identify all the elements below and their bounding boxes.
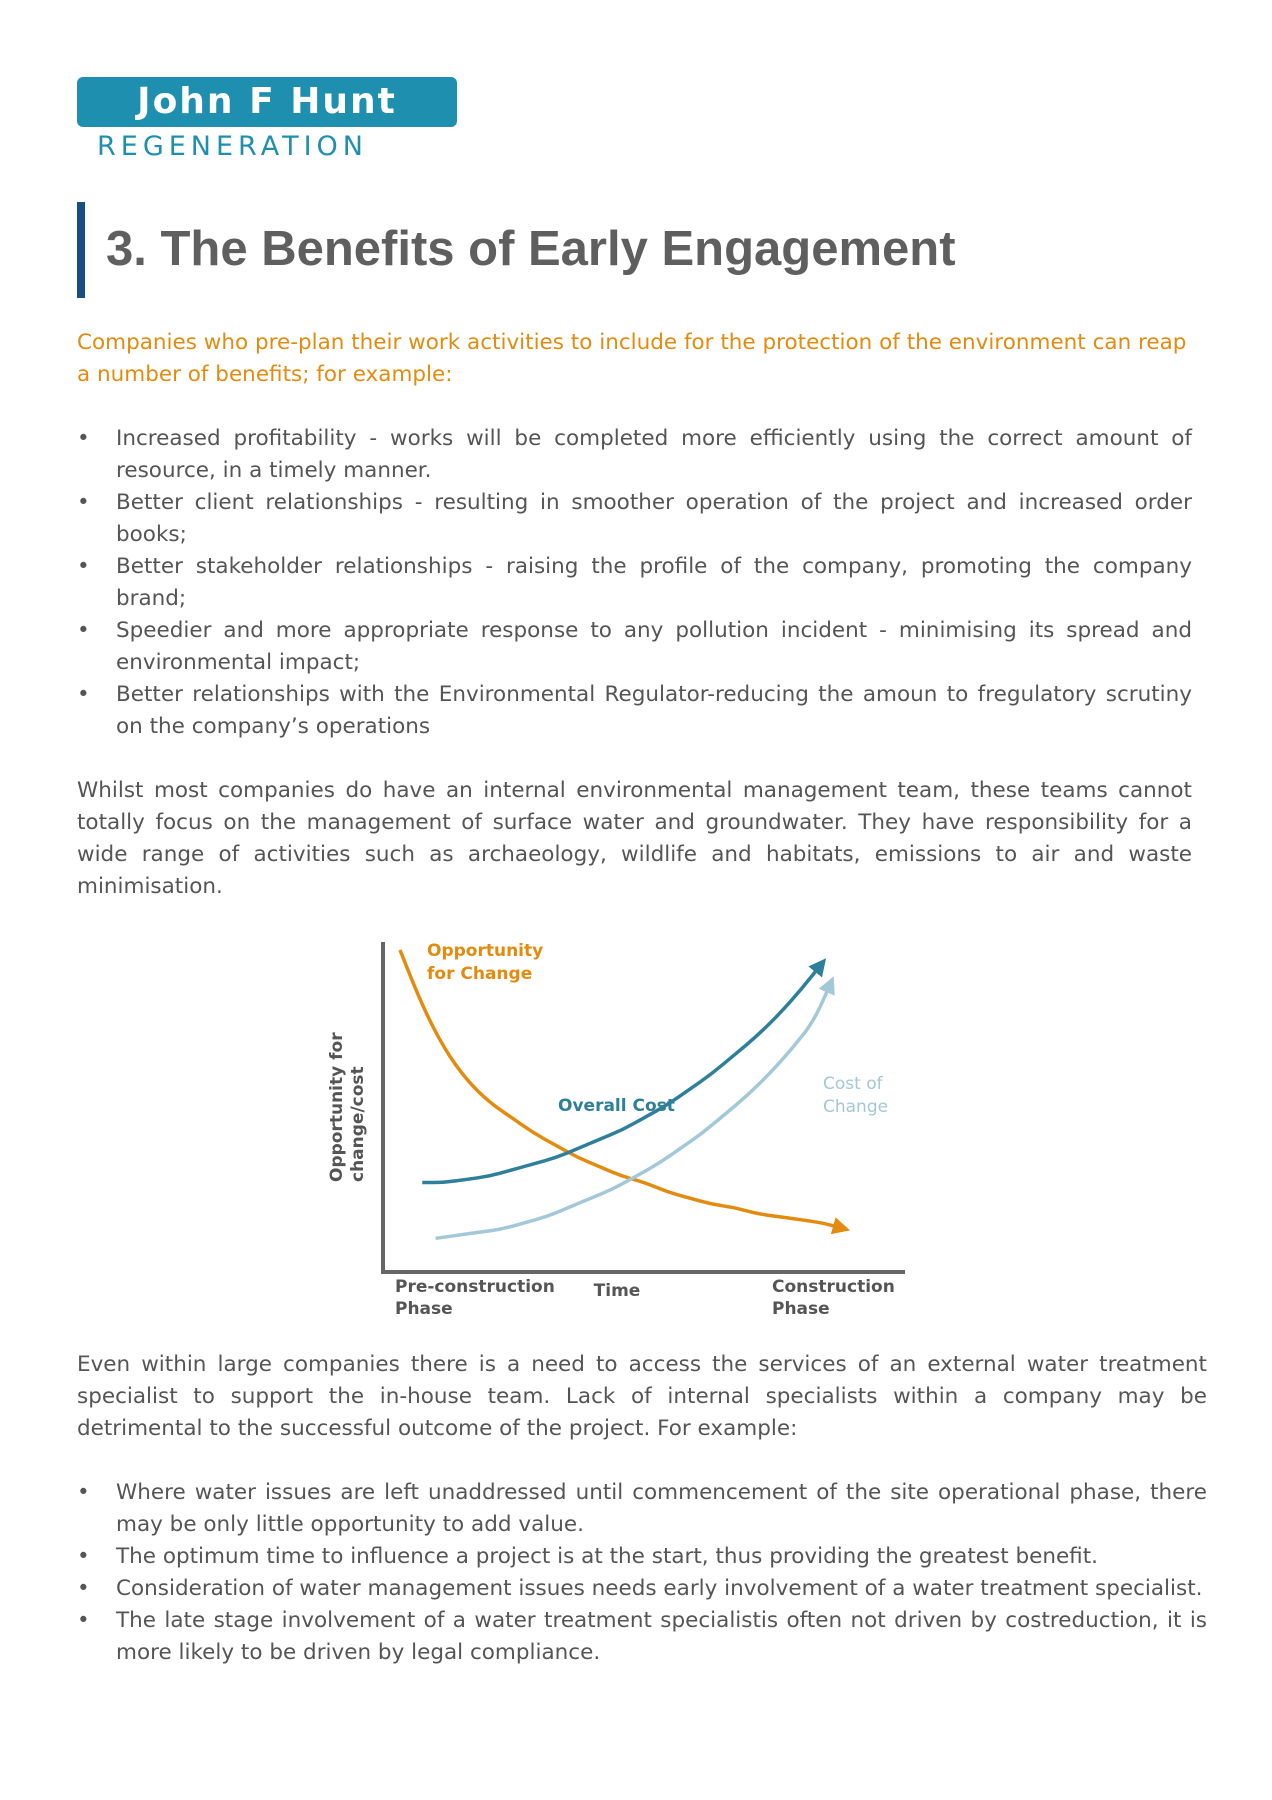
paragraph: Whilst most companies do have an interna… xyxy=(77,778,1192,899)
list-item: Where water issues are left unaddressed … xyxy=(77,1477,1207,1541)
logo-tagline: REGENERATION xyxy=(97,131,369,162)
series-line-overall-cost xyxy=(422,958,827,1185)
list-item: Better stakeholder relationships - raisi… xyxy=(77,551,1192,615)
y-axis-label: Opportunity for change/cost xyxy=(327,1026,368,1182)
list-item: Speedier and more appropriate response t… xyxy=(77,615,1192,679)
title-accent-bar xyxy=(77,202,85,298)
series-line-cost-of-change xyxy=(435,976,835,1241)
company-logo: John F Hunt REGENERATION xyxy=(77,77,457,163)
intro-text: Companies who pre-plan their work activi… xyxy=(77,330,1187,387)
series-label-opportunity: Opportunity for Change xyxy=(427,941,549,984)
x-tick-label-pre-construction: Pre-construction Phase xyxy=(395,1277,561,1319)
benefits-list: Increased profitability - works will be … xyxy=(77,423,1192,743)
paragraph: Even within large companies there is a n… xyxy=(77,1352,1207,1441)
x-axis-label: Time xyxy=(594,1281,641,1301)
list-item: Better relationships with the Environmen… xyxy=(77,679,1192,743)
x-tick-label-construction: Construction Phase xyxy=(772,1277,901,1319)
opportunity-cost-chart: Opportunity for Change Overall Cost Cost… xyxy=(327,941,905,1319)
series-label-overall-cost: Overall Cost xyxy=(558,1096,675,1116)
page-title: 3. The Benefits of Early Engagement xyxy=(106,222,956,276)
list-item: Increased profitability - works will be … xyxy=(77,423,1192,487)
examples-list: Where water issues are left unaddressed … xyxy=(77,1477,1207,1669)
logo-brand: John F Hunt xyxy=(77,77,457,127)
list-item: The late stage involvement of a water tr… xyxy=(77,1605,1207,1669)
list-item: Consideration of water management issues… xyxy=(77,1573,1207,1605)
list-item: The optimum time to influence a project … xyxy=(77,1541,1207,1573)
series-line-opportunity xyxy=(398,949,851,1235)
list-item: Better client relationships - resulting … xyxy=(77,487,1192,551)
series-label-cost-of-change: Cost of Change xyxy=(823,1074,888,1117)
